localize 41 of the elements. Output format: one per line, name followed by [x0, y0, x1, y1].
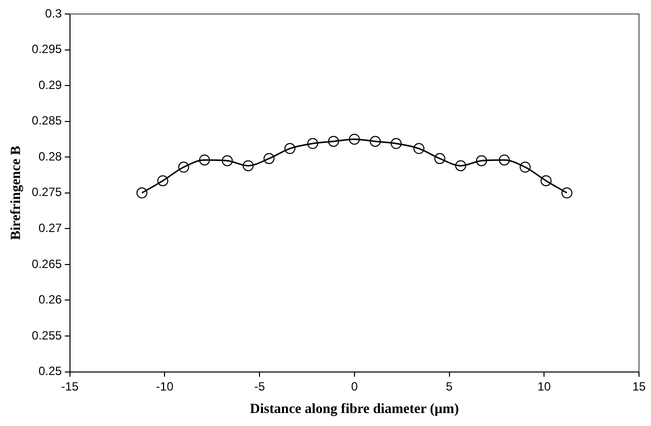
y-tick-label: 0.28: [38, 149, 62, 164]
point: [328, 136, 340, 147]
x-tick-label: -5: [254, 379, 266, 394]
point: [498, 154, 510, 166]
point: [222, 155, 233, 166]
x-tick-label: 0: [351, 379, 358, 394]
point: [242, 160, 254, 172]
point: [540, 175, 552, 186]
point: [370, 136, 381, 147]
y-tick-label: 0.3: [45, 6, 62, 20]
x-tick-label: 10: [537, 379, 552, 394]
x-tick-label: 5: [446, 379, 453, 394]
point: [178, 162, 190, 173]
y-tick-label: 0.275: [32, 185, 62, 200]
y-tick-label: 0.265: [32, 256, 62, 271]
point: [455, 160, 466, 172]
point: [136, 187, 148, 198]
y-tick-label: 0.27: [38, 220, 62, 235]
point: [434, 153, 446, 164]
point: [157, 175, 168, 186]
x-tick-label: -15: [61, 379, 79, 394]
y-tick-label: 0.295: [32, 42, 62, 56]
point: [561, 187, 572, 198]
y-tick-label: 0.255: [32, 328, 62, 342]
point: [307, 138, 318, 150]
x-axis-title: Distance along fibre diameter (µm): [250, 402, 460, 418]
point: [520, 162, 531, 173]
y-axis-title: Birefringence B: [9, 146, 24, 240]
x-tick-label: -10: [156, 379, 174, 394]
x-tick-label: 15: [632, 379, 646, 394]
point: [390, 138, 402, 150]
y-tick-label: 0.25: [38, 364, 62, 378]
point: [476, 155, 488, 166]
point: [348, 134, 360, 145]
point: [199, 154, 210, 166]
y-tick-label: 0.285: [32, 114, 62, 128]
point: [264, 153, 275, 164]
point: [413, 143, 424, 154]
y-tick-label: 0.26: [38, 292, 62, 307]
y-tick-label: 0.29: [38, 78, 62, 92]
point: [284, 143, 296, 154]
